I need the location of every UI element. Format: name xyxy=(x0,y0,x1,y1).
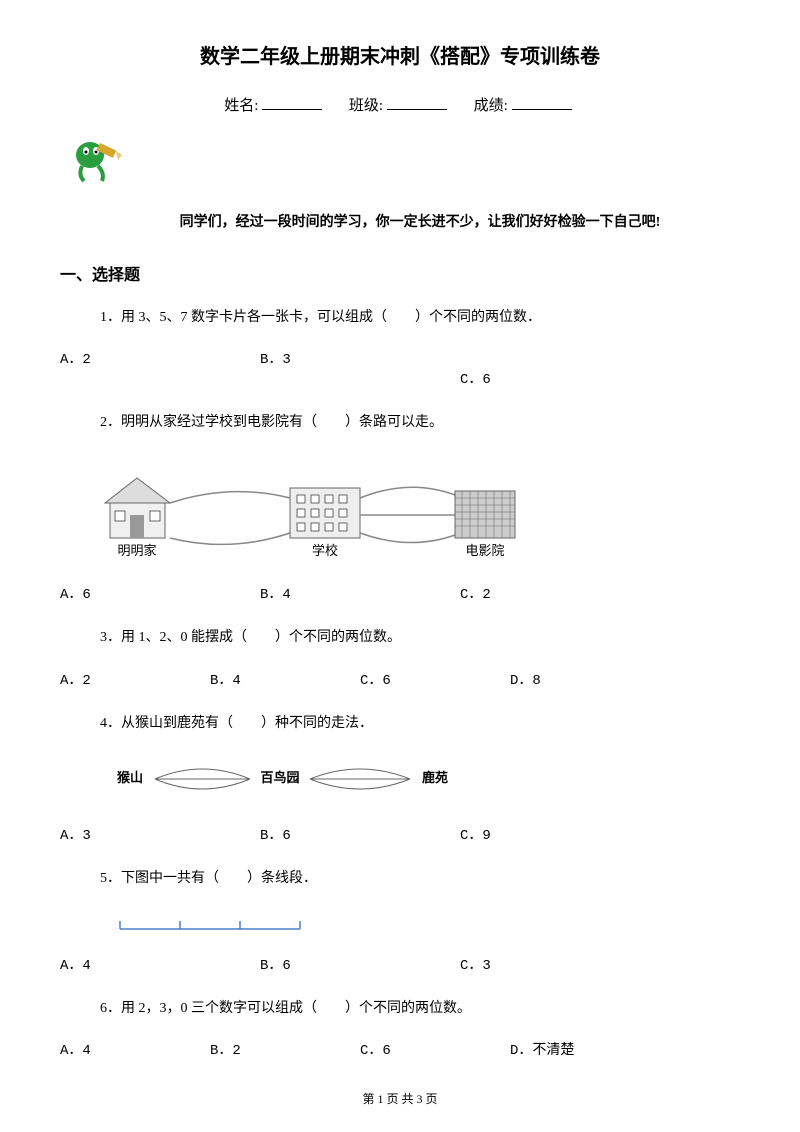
q6-option-d: D．不清楚 xyxy=(510,1039,660,1059)
svg-text:电影院: 电影院 xyxy=(465,543,504,558)
question-4: 4．从猴山到鹿苑有（ ）种不同的走法． xyxy=(100,711,740,736)
q5-option-b: B．6 xyxy=(260,954,460,974)
page-title: 数学二年级上册期末冲刺《搭配》专项训练卷 xyxy=(60,40,740,69)
question-4-diagram: 猴山 百鸟园 鹿苑 xyxy=(100,754,740,809)
question-6-options: A．4 B．2 C．6 D．不清楚 xyxy=(60,1039,740,1059)
q2-option-b: B．4 xyxy=(260,583,460,603)
score-label: 成绩: xyxy=(474,98,508,114)
section-1-title: 一、选择题 xyxy=(60,261,740,285)
q6-option-b: B．2 xyxy=(210,1039,360,1059)
name-blank xyxy=(262,109,322,110)
question-2-diagram: 明明家 学校 xyxy=(100,453,740,568)
svg-text:明明家: 明明家 xyxy=(117,543,156,558)
q6-option-a: A．4 xyxy=(60,1039,210,1059)
name-label: 姓名: xyxy=(224,98,258,114)
q6-option-c: C．6 xyxy=(360,1039,510,1059)
svg-text:猴山: 猴山 xyxy=(117,770,143,785)
class-blank xyxy=(387,109,447,110)
q1-option-c: C．6 xyxy=(460,368,491,388)
q1-option-b: B．3 xyxy=(260,348,291,368)
q1-option-a: A．2 xyxy=(60,348,91,368)
q3-option-b: B．4 xyxy=(210,669,360,689)
question-2: 2．明明从家经过学校到电影院有（ ）条路可以走。 xyxy=(100,410,740,435)
svg-text:百鸟园: 百鸟园 xyxy=(260,770,299,785)
class-label: 班级: xyxy=(349,98,383,114)
svg-text:鹿苑: 鹿苑 xyxy=(422,770,448,785)
question-6: 6．用 2，3，0 三个数字可以组成（ ）个不同的两位数。 xyxy=(100,996,740,1021)
question-2-options: A．6 B．4 C．2 xyxy=(60,583,740,603)
question-1: 1．用 3、5、7 数字卡片各一张卡，可以组成（ ）个不同的两位数． xyxy=(100,305,740,330)
page-footer: 第 1 页 共 3 页 xyxy=(0,1090,800,1107)
question-3-options: A．2 B．4 C．6 D．8 xyxy=(60,669,740,689)
q3-option-a: A．2 xyxy=(60,669,210,689)
pencil-icon xyxy=(70,133,740,193)
intro-text: 同学们，经过一段时间的学习，你一定长进不少，让我们好好检验一下自己吧! xyxy=(100,211,740,231)
q2-option-a: A．6 xyxy=(60,583,260,603)
question-3: 3．用 1、2、0 能摆成（ ）个不同的两位数。 xyxy=(100,625,740,650)
q4-option-a: A．3 xyxy=(60,824,260,844)
question-5-diagram xyxy=(110,909,310,939)
svg-text:学校: 学校 xyxy=(312,543,338,558)
q5-option-a: A．4 xyxy=(60,954,260,974)
question-5-options: A．4 B．6 C．3 xyxy=(60,954,740,974)
q5-option-c: C．3 xyxy=(460,954,660,974)
score-blank xyxy=(512,109,572,110)
q3-option-c: C．6 xyxy=(360,669,510,689)
q3-option-d: D．8 xyxy=(510,669,660,689)
student-info: 姓名: 班级: 成绩: xyxy=(60,94,740,115)
question-1-options: A．2 B．3 C．6 xyxy=(60,348,740,388)
q2-option-c: C．2 xyxy=(460,583,660,603)
q4-option-c: C．9 xyxy=(460,824,660,844)
question-4-options: A．3 B．6 C．9 xyxy=(60,824,740,844)
question-5: 5．下图中一共有（ ）条线段． xyxy=(100,866,740,891)
q4-option-b: B．6 xyxy=(260,824,460,844)
